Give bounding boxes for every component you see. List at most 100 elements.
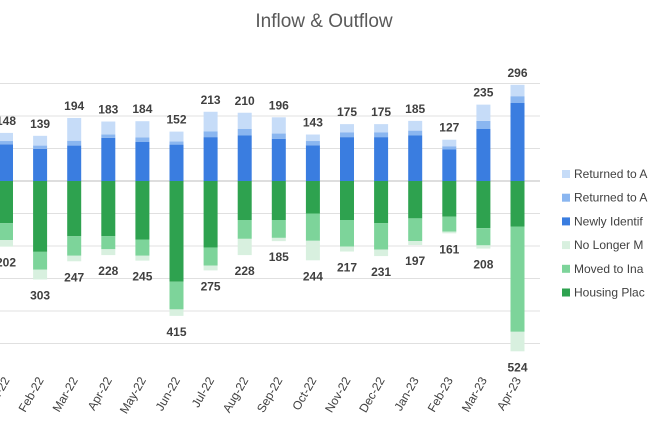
outflow-total-label: 231 bbox=[371, 265, 391, 279]
legend-label: Returned to A bbox=[574, 167, 647, 181]
bar-no-longer-m-jul-22 bbox=[203, 265, 218, 271]
inflow-total-label: 143 bbox=[303, 116, 323, 130]
inflow-total-label: 184 bbox=[132, 102, 152, 116]
bar-returned-to-a-may-22 bbox=[135, 137, 150, 142]
legend-label: Newly Identif bbox=[574, 214, 643, 228]
bar-returned-to-a-apr-23 bbox=[510, 84, 525, 97]
bar-moved-to-ina-apr-22 bbox=[101, 236, 116, 250]
bar-newly-identif-apr-23 bbox=[510, 103, 525, 181]
bar-returned-to-a-mar-23 bbox=[476, 120, 491, 129]
bars bbox=[0, 84, 525, 352]
x-tick-label: Nov-22 bbox=[322, 374, 354, 415]
bar-no-longer-m-mar-22 bbox=[67, 255, 82, 262]
outflow-total-label: 275 bbox=[201, 279, 221, 293]
bar-moved-to-ina-nov-22 bbox=[340, 220, 354, 247]
legend-swatch bbox=[562, 241, 570, 250]
bar-moved-to-ina-sep-22 bbox=[271, 220, 286, 238]
outflow-total-label: 217 bbox=[337, 261, 357, 275]
bar-moved-to-ina-feb-22 bbox=[33, 251, 48, 270]
bar-returned-to-a-jul-22 bbox=[203, 131, 218, 138]
bar-moved-to-ina-may-22 bbox=[135, 239, 150, 256]
bar-moved-to-ina-jan-23 bbox=[408, 218, 423, 242]
outflow-total-label: 303 bbox=[30, 288, 50, 302]
x-tick-label: Jun-22 bbox=[153, 374, 184, 413]
bar-housing-plac-nov-22 bbox=[340, 181, 354, 220]
bar-housing-plac-apr-22 bbox=[101, 181, 116, 237]
inflow-total-label: 210 bbox=[235, 94, 255, 108]
bar-moved-to-ina-jul-22 bbox=[203, 247, 218, 266]
legend-swatch bbox=[562, 217, 570, 226]
outflow-total-label: 197 bbox=[405, 254, 425, 268]
bar-returned-to-a-jan-23 bbox=[408, 130, 423, 136]
bar-newly-identif-feb-22 bbox=[33, 148, 48, 181]
inflow-total-label: 183 bbox=[98, 103, 118, 117]
legend: Returned to A Returned to A Newly Identif N… bbox=[562, 167, 647, 300]
bar-returned-to-a-feb-22 bbox=[33, 135, 48, 146]
inflow-total-label: 148 bbox=[0, 114, 16, 128]
bar-returned-to-a-dec-22 bbox=[374, 124, 389, 133]
bar-newly-identif-mar-23 bbox=[476, 129, 491, 181]
bar-housing-plac-mar-22 bbox=[67, 181, 82, 237]
inflow-total-label: 127 bbox=[439, 121, 459, 135]
bar-newly-identif-may-22 bbox=[135, 142, 150, 181]
x-tick-label: May-22 bbox=[117, 374, 149, 416]
bar-moved-to-ina-jan-22 bbox=[0, 223, 13, 241]
outflow-total-label: 247 bbox=[64, 270, 84, 284]
data-labels: 148 202 139 303 194 247 183 228 184 245 152 415 213 2… bbox=[0, 66, 528, 374]
outflow-total-label: 208 bbox=[473, 258, 493, 272]
bar-moved-to-ina-apr-23 bbox=[510, 226, 525, 332]
x-tick-label: Jul-22 bbox=[189, 374, 218, 410]
bar-returned-to-a-sep-22 bbox=[271, 117, 286, 134]
bar-returned-to-a-sep-22 bbox=[271, 133, 286, 139]
bar-moved-to-ina-jun-22 bbox=[169, 281, 184, 310]
x-tick-label: Aug-22 bbox=[220, 374, 252, 415]
bar-returned-to-a-dec-22 bbox=[374, 132, 389, 138]
bar-housing-plac-dec-22 bbox=[374, 181, 389, 224]
chart-title: Inflow & Outflow bbox=[255, 11, 393, 32]
bar-moved-to-ina-feb-23 bbox=[442, 216, 457, 232]
bar-moved-to-ina-mar-23 bbox=[476, 228, 491, 246]
inflow-total-label: 235 bbox=[473, 86, 493, 100]
x-tick-label: Mar-22 bbox=[50, 374, 81, 414]
x-tick-label: Dec-22 bbox=[356, 374, 388, 415]
bar-returned-to-a-mar-23 bbox=[476, 104, 491, 121]
legend-swatch bbox=[562, 264, 570, 273]
inflow-total-label: 296 bbox=[507, 66, 527, 80]
bar-housing-plac-sep-22 bbox=[271, 181, 286, 220]
outflow-total-label: 415 bbox=[166, 325, 186, 339]
bar-newly-identif-jan-23 bbox=[408, 135, 423, 181]
x-tick-label: Apr-22 bbox=[85, 374, 115, 412]
bar-housing-plac-jun-22 bbox=[169, 181, 184, 282]
bar-no-longer-m-may-22 bbox=[135, 255, 150, 261]
bar-returned-to-a-apr-22 bbox=[101, 134, 116, 138]
bar-returned-to-a-oct-22 bbox=[305, 141, 320, 146]
x-tick-label: Jan-23 bbox=[391, 374, 422, 413]
bar-no-longer-m-jan-22 bbox=[0, 240, 13, 247]
inflow-total-label: 196 bbox=[269, 98, 289, 112]
x-tick-label: Jan-22 bbox=[0, 374, 13, 413]
bar-no-longer-m-apr-22 bbox=[101, 249, 116, 256]
bar-housing-plac-feb-22 bbox=[33, 181, 48, 252]
bar-moved-to-ina-oct-22 bbox=[305, 213, 320, 241]
bar-newly-identif-oct-22 bbox=[305, 145, 320, 181]
x-tick-label: Feb-22 bbox=[16, 374, 47, 414]
inflow-total-label: 194 bbox=[64, 99, 84, 113]
bar-no-longer-m-feb-22 bbox=[33, 269, 48, 280]
bar-returned-to-a-feb-23 bbox=[442, 146, 457, 150]
bar-newly-identif-feb-23 bbox=[442, 149, 457, 181]
bar-newly-identif-sep-22 bbox=[271, 138, 286, 181]
x-tick-label: Feb-23 bbox=[425, 374, 456, 414]
inflow-total-label: 152 bbox=[166, 113, 186, 127]
bar-returned-to-a-feb-23 bbox=[442, 139, 457, 147]
bar-moved-to-ina-mar-22 bbox=[67, 236, 82, 256]
bar-no-longer-m-sep-22 bbox=[271, 237, 286, 242]
bar-no-longer-m-apr-23 bbox=[510, 331, 525, 352]
bar-housing-plac-mar-23 bbox=[476, 181, 491, 229]
bar-returned-to-a-nov-22 bbox=[340, 132, 354, 138]
bar-newly-identif-jan-22 bbox=[0, 144, 13, 181]
bar-no-longer-m-aug-22 bbox=[237, 238, 252, 256]
bar-newly-identif-aug-22 bbox=[237, 135, 252, 181]
bar-returned-to-a-nov-22 bbox=[340, 124, 354, 133]
bar-no-longer-m-jan-23 bbox=[408, 241, 423, 246]
bar-returned-to-a-feb-22 bbox=[33, 145, 48, 149]
